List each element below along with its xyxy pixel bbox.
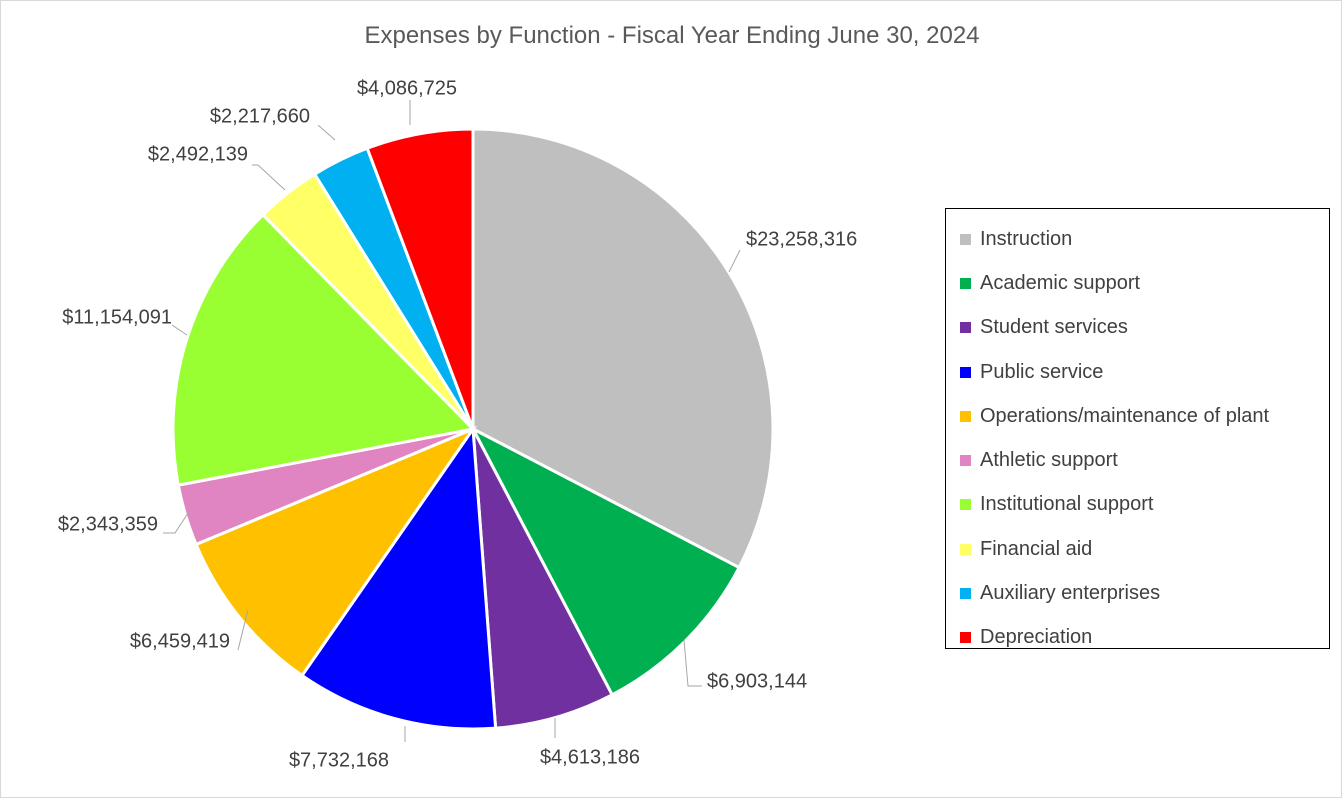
- legend-swatch: [960, 632, 971, 644]
- legend-item: Auxiliary enterprises: [960, 571, 1329, 615]
- leader-line: [171, 324, 188, 336]
- data-label: $2,217,660: [210, 105, 310, 127]
- chart-legend: Instruction Academic support Student servi…: [945, 208, 1330, 649]
- pie-slice-student-services: [471, 428, 615, 730]
- leader-line: [252, 164, 286, 191]
- pie-slice-operations-maintenance-of-plant: [194, 425, 478, 678]
- chart-title: Expenses by Function - Fiscal Year Endin…: [364, 22, 980, 49]
- leader-lines: [163, 100, 741, 742]
- legend-label: Auxiliary enterprises: [980, 582, 1161, 605]
- data-label: $6,903,144: [707, 670, 807, 692]
- data-label: $11,154,091: [62, 306, 172, 328]
- data-label: $23,258,316: [746, 228, 857, 250]
- legend-item: Depreciation: [960, 616, 1329, 660]
- legend-swatch: [960, 322, 971, 334]
- pie-slice-public-service: [299, 424, 498, 731]
- legend-swatch: [960, 588, 971, 600]
- leader-line: [728, 249, 741, 273]
- legend-label: Depreciation: [980, 626, 1093, 649]
- legend-swatch: [960, 366, 971, 378]
- legend-label: Student services: [980, 316, 1128, 339]
- leader-line: [237, 609, 249, 651]
- data-label: $2,492,139: [148, 143, 248, 165]
- legend-item: Instruction: [960, 217, 1329, 261]
- legend-label: Instruction: [980, 227, 1073, 250]
- data-label: $4,613,186: [540, 746, 640, 768]
- data-label: $4,086,725: [357, 77, 457, 99]
- data-label: $2,343,359: [58, 513, 158, 535]
- data-label: $6,459,419: [130, 630, 230, 652]
- legend-item: Operations/maintenance of plant: [960, 394, 1329, 438]
- pie-slice-depreciation: [365, 127, 475, 430]
- legend-label: Financial aid: [980, 537, 1093, 560]
- legend-item: Public service: [960, 350, 1329, 394]
- legend-item: Athletic support: [960, 438, 1329, 482]
- legend-label: Academic support: [980, 271, 1141, 294]
- legend-item: Financial aid: [960, 527, 1329, 571]
- leader-line: [683, 639, 702, 687]
- legend-swatch: [960, 410, 971, 422]
- legend-label: Operations/maintenance of plant: [980, 404, 1270, 427]
- pie-slice-institutional-support: [171, 212, 477, 487]
- legend-label: Institutional support: [980, 493, 1154, 516]
- legend-swatch: [960, 543, 971, 555]
- data-labels: $23,258,316 $6,903,144 $4,613,186 $7,732,16…: [58, 77, 857, 771]
- legend-swatch: [960, 277, 971, 289]
- leader-line: [163, 509, 191, 534]
- legend-item: Academic support: [960, 261, 1329, 305]
- pie-slice-academic-support: [469, 425, 742, 697]
- leader-line: [317, 124, 336, 141]
- legend-item: Student services: [960, 306, 1329, 350]
- legend-label: Public service: [980, 360, 1104, 383]
- legend-swatch: [960, 455, 971, 467]
- data-label: $7,732,168: [289, 749, 389, 771]
- legend-item: Institutional support: [960, 483, 1329, 527]
- pie-slices: [171, 127, 775, 731]
- legend-label: Athletic support: [980, 449, 1118, 472]
- pie-slice-instruction: [471, 127, 775, 570]
- legend-swatch: [960, 233, 971, 245]
- legend-swatch: [960, 499, 971, 511]
